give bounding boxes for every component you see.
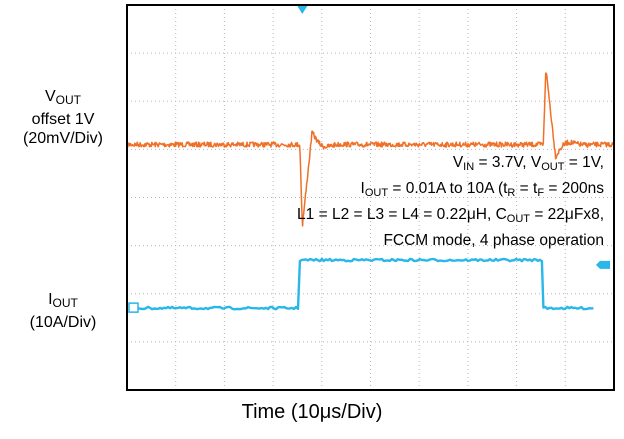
- iout-label-line: (10A/Div): [0, 313, 126, 332]
- vout-label-line: VOUT: [0, 87, 126, 110]
- trigger-level-marker: [596, 260, 610, 269]
- time-axis-label: Time (10μs/Div): [0, 400, 624, 424]
- annotation-text: = 3.7V, V: [474, 154, 542, 171]
- trigger-marker: [297, 6, 308, 14]
- annotation-text: = 22μFx8,: [530, 206, 604, 223]
- iout-label-subscript: OUT: [52, 296, 78, 310]
- annotation-subscript: OUT: [541, 161, 565, 173]
- iout-axis-label: IOUT (10A/Div): [0, 290, 126, 332]
- annotation-line: IOUT = 0.01A to 10A (tR = tF = 200ns: [297, 178, 604, 204]
- annotation-subscript: F: [537, 187, 545, 199]
- annotation-line: VIN = 3.7V, VOUT = 1V,: [297, 152, 604, 178]
- vout-label-subscript: OUT: [55, 93, 81, 107]
- vout-label-line: offset 1V: [0, 110, 126, 129]
- vout-label-line: (20mV/Div): [0, 129, 126, 148]
- vout-trace: [126, 72, 614, 227]
- time-axis-text: s/Div): [331, 401, 383, 423]
- plot-frame: [126, 4, 615, 391]
- annotation-line: FCCM mode, 4 phase operation: [297, 230, 604, 251]
- annotation-text: V: [452, 154, 464, 171]
- annotation-line: L1 = L2 = L3 = L4 = 0.22μH, COUT = 22μFx…: [297, 204, 604, 230]
- markers: [128, 6, 610, 313]
- vout-label-text: (20mV/Div): [22, 130, 103, 147]
- traces: [126, 72, 614, 311]
- annotation-subscript: OUT: [364, 187, 389, 199]
- test-conditions-annotation: VIN = 3.7V, VOUT = 1V, IOUT = 0.01A to 10…: [297, 152, 604, 251]
- vout-label-text: V: [44, 88, 56, 105]
- annotation-subscript: R: [507, 187, 516, 199]
- vout-axis-label: VOUT offset 1V (20mV/Div): [0, 87, 126, 148]
- annotation-text: = t: [515, 180, 538, 197]
- time-axis-text: Time (10: [241, 401, 320, 423]
- iout-label-text: (10A/Div): [29, 314, 97, 331]
- annotation-text: = 0.01A to 10A (t: [388, 180, 508, 197]
- iout-trace: [129, 257, 594, 311]
- annotation-text: = 1V,: [564, 154, 604, 171]
- annotation-text: L1 = L2 = L3 = L4 = 0.22μH, C: [297, 206, 507, 223]
- annotation-subscript: IN: [463, 161, 475, 173]
- annotation-text: = 200ns: [544, 180, 604, 197]
- grid: [127, 5, 614, 390]
- annotation-text: I: [360, 180, 365, 197]
- iout-label-text: I: [48, 291, 53, 308]
- iout-label-line: IOUT: [0, 290, 126, 313]
- vout-label-text: offset 1V: [31, 111, 95, 128]
- time-axis-mu: μ: [319, 401, 332, 423]
- annotation-subscript: OUT: [506, 213, 531, 225]
- channel-ground-marker: [128, 302, 139, 313]
- annotation-text: FCCM mode, 4 phase operation: [383, 232, 604, 249]
